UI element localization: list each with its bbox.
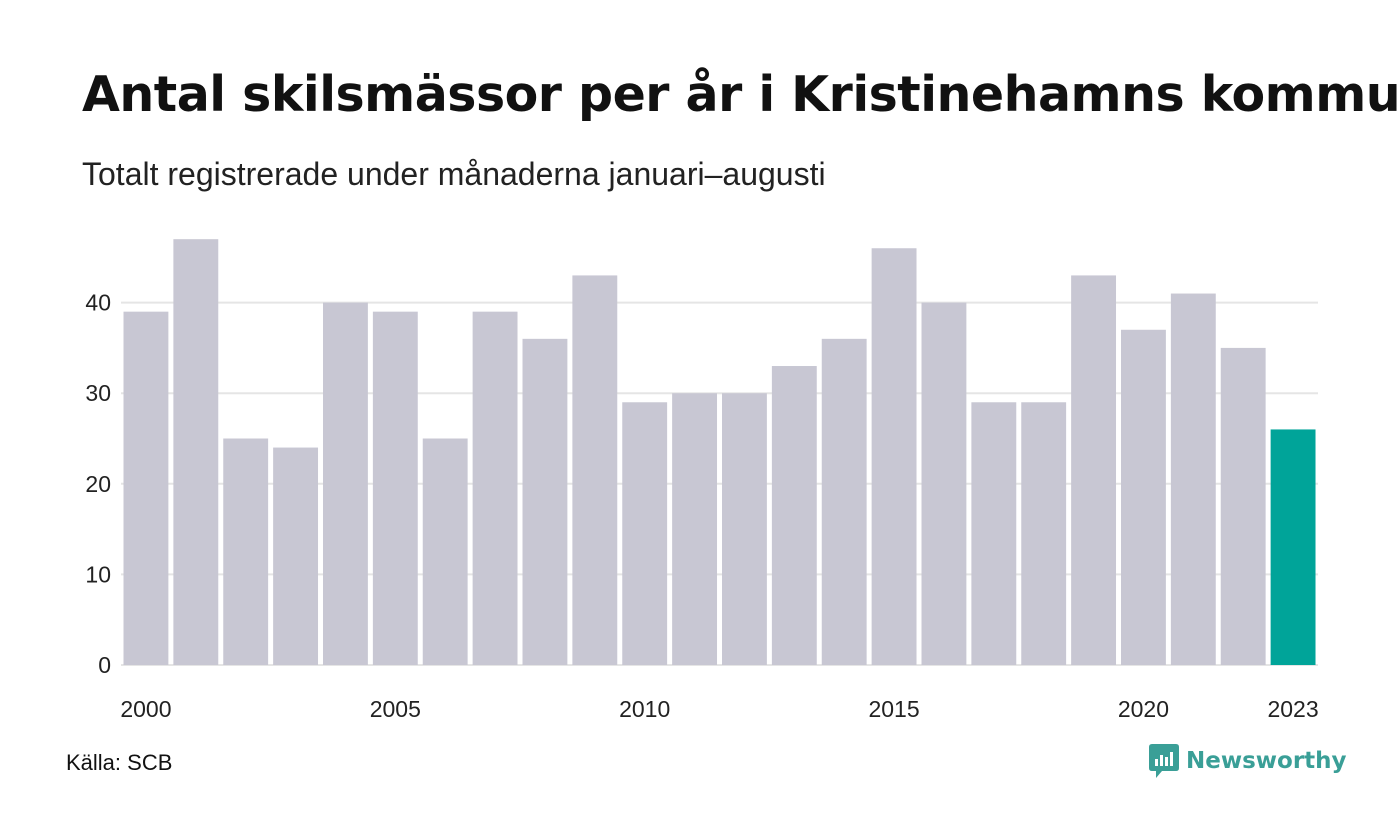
y-tick-label: 0 xyxy=(98,652,111,678)
bar-2002 xyxy=(223,438,269,665)
bar-2018 xyxy=(1021,402,1067,665)
bar-2021 xyxy=(1170,293,1216,665)
bar-2005 xyxy=(372,311,418,665)
y-tick-label: 10 xyxy=(85,561,111,587)
source-note: Källa: SCB xyxy=(66,750,173,775)
x-tick-label: 2023 xyxy=(1267,696,1318,722)
y-tick-label: 30 xyxy=(85,380,111,406)
bar-2011 xyxy=(672,393,718,665)
x-tick-label: 2005 xyxy=(370,696,421,722)
bar-2015 xyxy=(871,248,917,666)
bar-2020 xyxy=(1121,329,1166,665)
newsworthy-logo-icon xyxy=(1149,744,1179,778)
bar-2019 xyxy=(1071,275,1117,665)
chart-title: Antal skilsmässor per år i Kristinehamns… xyxy=(82,66,1400,123)
bar-2000 xyxy=(123,311,169,665)
x-axis-ticks: 2000 2005 2010 2015 2020 2023 xyxy=(120,696,1318,722)
bar-2001 xyxy=(173,239,219,665)
bar-2009 xyxy=(572,275,618,665)
bar-2003 xyxy=(273,447,319,665)
bar-2007 xyxy=(472,311,518,665)
bar-2014 xyxy=(821,338,867,665)
bars xyxy=(123,239,1316,666)
x-tick-label: 2010 xyxy=(619,696,670,722)
chart-subtitle: Totalt registrerade under månaderna janu… xyxy=(82,156,826,192)
newsworthy-brand: Newsworthy xyxy=(1148,742,1347,780)
bar-2013 xyxy=(771,366,817,665)
bar-2004 xyxy=(323,302,368,665)
bar-2022 xyxy=(1220,347,1266,665)
x-tick-label: 2020 xyxy=(1118,696,1169,722)
brand-name: Newsworthy xyxy=(1186,748,1347,774)
y-axis-ticks: 0 10 20 30 40 xyxy=(85,290,111,678)
grid-lines xyxy=(121,301,1318,666)
x-tick-label: 2015 xyxy=(868,696,919,722)
bar-2006 xyxy=(422,438,468,665)
bar-2010 xyxy=(622,402,668,665)
bar-2016 xyxy=(921,302,967,665)
bar-2008 xyxy=(522,338,568,665)
bar-2017 xyxy=(971,402,1017,665)
bar-chart: 0 10 20 30 40 2000 2005 2010 2015 2020 2023 xyxy=(85,239,1319,722)
bar-2012 xyxy=(722,393,767,665)
bar-2023 xyxy=(1270,429,1316,665)
y-tick-label: 20 xyxy=(85,471,111,497)
x-tick-label: 2000 xyxy=(120,696,171,722)
y-tick-label: 40 xyxy=(85,290,111,316)
